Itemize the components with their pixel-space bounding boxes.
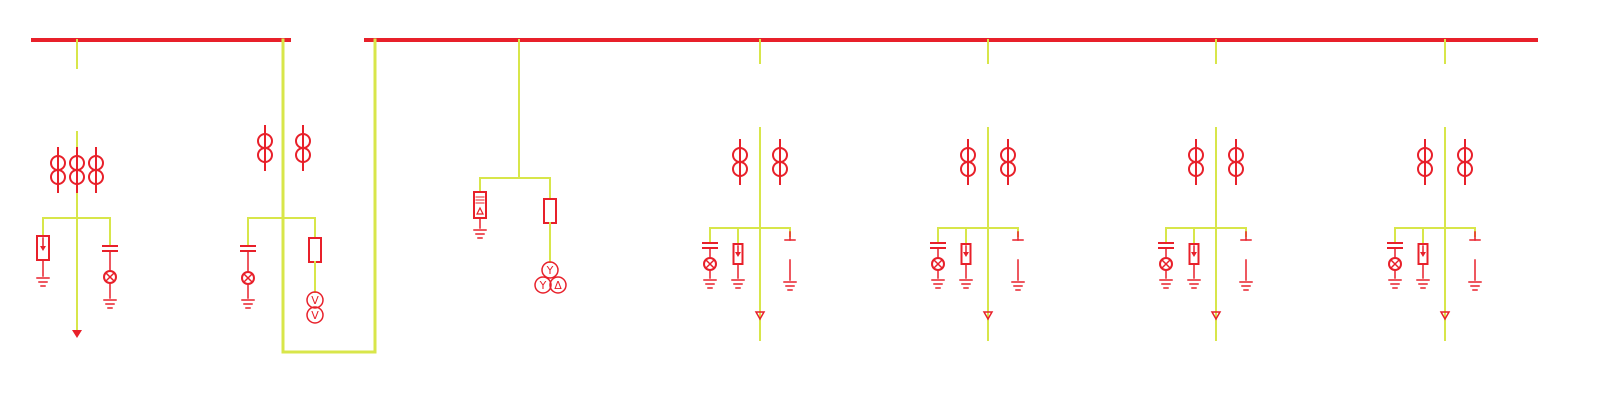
pt-bay: YY Δ <box>473 39 567 294</box>
winding-symbol: Δ <box>554 279 562 292</box>
current-transformer-icon <box>295 125 311 171</box>
surge-arrester-icon <box>1188 243 1200 265</box>
ground-icon <box>731 279 745 289</box>
current-transformer-icon <box>960 139 976 185</box>
fuse-icon <box>543 198 557 224</box>
cable-termination-icon <box>1439 311 1451 321</box>
current-transformer-icon <box>1417 139 1433 185</box>
bays: VV YY Δ <box>36 38 1482 354</box>
cable-termination-icon <box>754 311 766 321</box>
transformer-winding-icon: Y <box>534 276 552 294</box>
fuse-icon <box>308 237 322 263</box>
transformer-winding-icon: V <box>306 306 324 324</box>
ground-icon <box>473 229 487 239</box>
outgoing-feeder-bay-4 <box>1387 39 1482 341</box>
transformer-winding-icon: Δ <box>549 276 567 294</box>
indicator-lamp-icon <box>703 257 717 271</box>
ground-icon <box>1416 279 1430 289</box>
surge-arrester-icon <box>1417 243 1429 265</box>
surge-arrester-icon <box>36 235 50 261</box>
current-transformer-icon <box>69 147 85 193</box>
ground-icon <box>1187 279 1201 289</box>
surge-arrester-icon <box>732 243 744 265</box>
indicator-lamp-icon <box>103 270 117 284</box>
transformer-winding-icon: V <box>306 291 324 309</box>
ground-icon <box>703 279 717 289</box>
winding-symbol: V <box>311 309 319 322</box>
ground-icon <box>1159 279 1173 289</box>
winding-symbol: V <box>311 294 319 307</box>
ground-icon <box>1468 281 1482 291</box>
feeder-end-arrow <box>72 330 82 338</box>
winding-symbol: Y <box>546 264 554 277</box>
ground-icon <box>103 299 117 309</box>
current-transformer-icon <box>88 147 104 193</box>
indicator-lamp-icon <box>1159 257 1173 271</box>
indicator-lamp-icon <box>241 271 255 285</box>
surge-arrester-icon <box>473 191 487 219</box>
ground-icon <box>1239 281 1253 291</box>
cable-termination-icon <box>982 311 994 321</box>
ground-icon <box>36 277 50 287</box>
indicator-lamp-icon <box>931 257 945 271</box>
ground-icon <box>241 299 255 309</box>
indicator-lamp-icon <box>1388 257 1402 271</box>
current-transformer-icon <box>732 139 748 185</box>
surge-arrester-icon <box>960 243 972 265</box>
outgoing-feeder-bay-1 <box>702 39 797 341</box>
bus-coupler-bay: VV <box>240 38 377 354</box>
current-transformer-icon <box>1188 139 1204 185</box>
current-transformer-icon <box>257 125 273 171</box>
current-transformer-icon <box>1457 139 1473 185</box>
outgoing-feeder-bay-3 <box>1158 39 1253 341</box>
winding-symbol: Y <box>539 279 547 292</box>
current-transformer-icon <box>1228 139 1244 185</box>
current-transformer-icon <box>50 147 66 193</box>
transformer-winding-icon: Y <box>541 261 559 279</box>
outgoing-feeder-bay-2 <box>930 39 1025 341</box>
current-transformer-icon <box>772 139 788 185</box>
ground-icon <box>931 279 945 289</box>
cable-termination-icon <box>1210 311 1222 321</box>
ground-icon <box>1388 279 1402 289</box>
current-transformer-icon <box>1000 139 1016 185</box>
ground-icon <box>1011 281 1025 291</box>
ground-icon <box>959 279 973 289</box>
incoming-feeder-bay <box>36 39 118 338</box>
ground-icon <box>783 281 797 291</box>
